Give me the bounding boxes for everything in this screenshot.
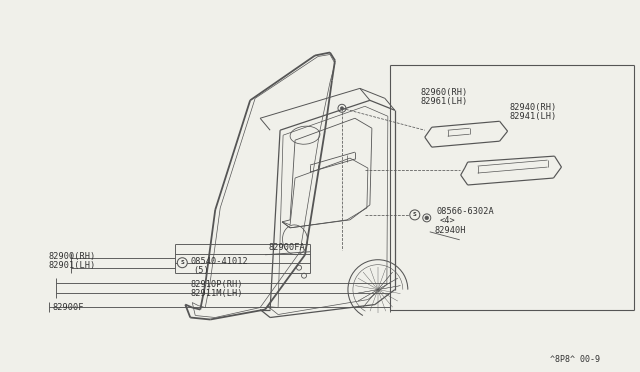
Circle shape [177,258,188,268]
Circle shape [425,216,429,220]
Text: ^8P8^ 00-9: ^8P8^ 00-9 [550,355,600,364]
Text: 82900FA: 82900FA [268,243,305,252]
Text: 08566-6302A: 08566-6302A [436,207,495,216]
Text: 82940H: 82940H [435,226,467,235]
Text: (5): (5) [193,266,209,275]
Text: 82960(RH): 82960(RH) [420,89,468,97]
Text: 82940(RH): 82940(RH) [509,103,557,112]
Text: 82961(LH): 82961(LH) [420,97,468,106]
Text: 82900(RH): 82900(RH) [49,252,96,261]
Text: S: S [413,212,417,217]
Text: <4>: <4> [440,216,456,225]
Text: 82910P(RH): 82910P(RH) [190,280,243,289]
Text: S: S [180,260,184,265]
Text: 08540-41012: 08540-41012 [190,257,248,266]
Text: 82901(LH): 82901(LH) [49,261,96,270]
Text: 82900F: 82900F [52,302,84,312]
Circle shape [410,210,420,220]
Circle shape [340,107,344,110]
Text: 82941(LH): 82941(LH) [509,112,557,121]
Text: 82911M(LH): 82911M(LH) [190,289,243,298]
